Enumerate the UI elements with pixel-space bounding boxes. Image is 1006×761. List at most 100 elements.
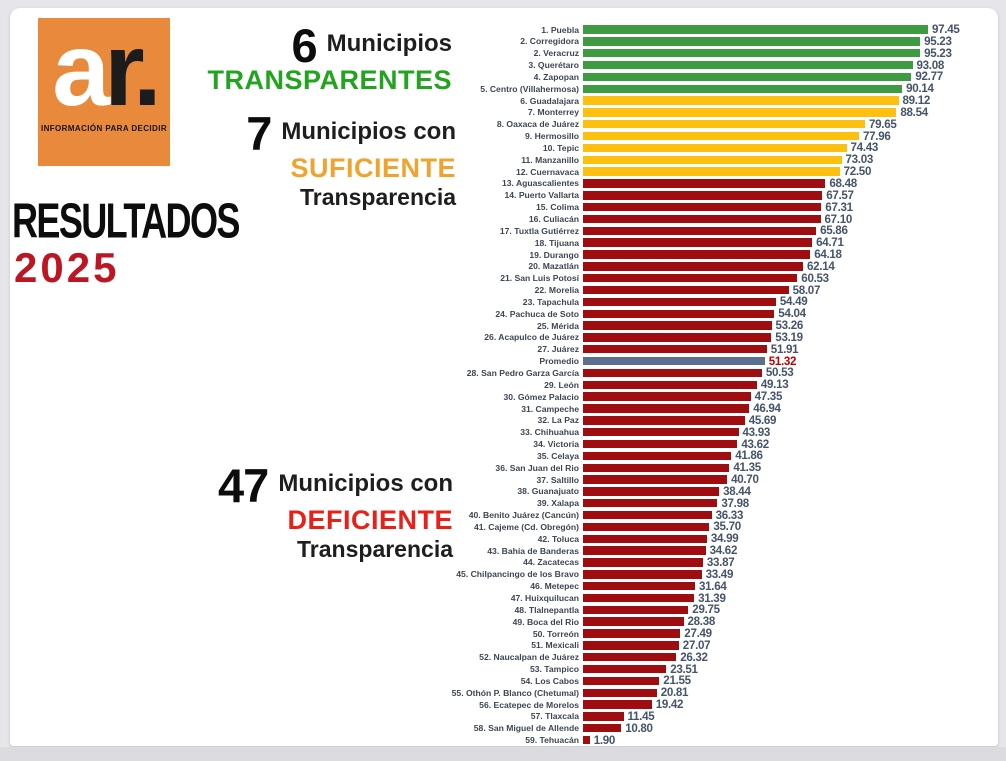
bar-value: 47.35 xyxy=(754,390,783,404)
bar xyxy=(583,416,745,425)
bar xyxy=(583,202,822,212)
deficient-label: Municipios con xyxy=(278,470,453,497)
bar-value: 72.50 xyxy=(843,165,872,179)
bar-value: 10.80 xyxy=(625,721,653,735)
ar-logo-tagline: INFORMACIÓN PARA DECIDIR xyxy=(40,123,168,133)
bar-value: 1.90 xyxy=(593,733,616,747)
bar-label: 10. Tepic xyxy=(542,142,579,153)
bar-label: 37. Saltillo xyxy=(536,474,579,485)
bar-value: 88.54 xyxy=(900,105,928,119)
bar-label: 47. Huixquilucan xyxy=(510,593,579,603)
bar-label: 56. Ecatepec de Morelos xyxy=(479,699,579,710)
bar-label: 43. Bahía de Banderas xyxy=(487,545,579,556)
bar xyxy=(583,605,689,615)
chart-row: 57. Tlaxcala 11.45 xyxy=(432,710,998,723)
bar-label: 7. Monterrey xyxy=(527,107,579,118)
bar-value: 43.93 xyxy=(742,425,771,439)
bar-value: 27.49 xyxy=(684,627,712,641)
bar xyxy=(583,285,789,295)
bar-label: 32. La Paz xyxy=(537,415,579,426)
chart-row: 14. Puerto Vallarta 67.57 xyxy=(432,189,998,202)
bar xyxy=(583,617,684,626)
deficient-count: 47 xyxy=(218,459,269,512)
bar-label: 49. Boca del Rio xyxy=(512,616,579,627)
bar xyxy=(583,724,622,733)
bar-value: 58.07 xyxy=(792,283,821,297)
chart-row: 53. Tampico 23.51 xyxy=(432,662,998,676)
bar-value: 33.87 xyxy=(706,555,735,569)
chart-row: 54. Los Cabos 21.55 xyxy=(432,674,998,688)
chart-row: 37. Saltillo 40.70 xyxy=(432,473,998,487)
bar xyxy=(583,700,652,709)
chart-row: 46. Metepec 31.64 xyxy=(432,580,998,593)
chart-row: 20. Mazatlán 62.14 xyxy=(432,260,998,273)
bar-value: 43.62 xyxy=(741,437,769,451)
chart-row: 49. Boca del Rio 28.38 xyxy=(432,615,998,628)
bar xyxy=(583,712,624,721)
bar xyxy=(583,238,813,247)
bar-label: 38. Guanajuato xyxy=(517,486,579,497)
infographic-panel xyxy=(10,8,998,746)
bar xyxy=(583,333,772,342)
bar-label: 57. Tlaxcala xyxy=(530,711,579,722)
bar-label: 42. Toluca xyxy=(537,533,579,544)
bar-label: 6. Guadalajara xyxy=(520,95,579,106)
bar-label: 25. Mérida xyxy=(536,320,579,331)
bar-value: 23.51 xyxy=(670,662,698,676)
sufficient-count: 7 xyxy=(246,107,272,160)
transparent-count: 6 xyxy=(291,19,318,72)
bar xyxy=(583,653,677,662)
bar-label: 26. Acapulco de Juárez xyxy=(484,332,579,343)
bar-label: 23. Tapachula xyxy=(522,296,579,307)
bar-value: 21.55 xyxy=(663,674,691,688)
bar xyxy=(583,250,811,259)
chart-row: 25. Mérida 53.26 xyxy=(432,319,998,332)
chart-row: 31. Campeche 46.94 xyxy=(432,402,998,415)
bar xyxy=(583,321,772,330)
bar-value: 90.14 xyxy=(906,82,934,96)
chart-row: 16. Culiacán 67.10 xyxy=(432,213,998,226)
bar-value: 31.39 xyxy=(698,591,726,605)
bar-value: 49.13 xyxy=(760,378,789,392)
bar xyxy=(583,451,732,461)
bar-value: 41.35 xyxy=(733,461,761,475)
chart-row: 22. Morelia 58.07 xyxy=(432,283,998,297)
bar xyxy=(583,262,803,271)
bar-value: 51.32 xyxy=(768,354,797,368)
chart-row: 1. Puebla 97.45 xyxy=(432,23,998,36)
bar-label: 44. Zacatecas xyxy=(523,557,579,568)
chart-row: 50. Torreón 27.49 xyxy=(432,627,998,641)
chart-row: 59. Tehuacán 1.90 xyxy=(432,733,998,747)
bar-value: 45.69 xyxy=(748,413,777,427)
bar-label: 31. Campeche xyxy=(521,403,579,414)
year-title: 2025 xyxy=(14,244,120,291)
chart-row: 45. Chilpancingo de los Bravo 33.49 xyxy=(432,568,998,581)
bar xyxy=(583,676,660,686)
bar-value: 37.98 xyxy=(721,496,749,510)
bar xyxy=(583,735,590,745)
bar xyxy=(583,487,720,496)
chart-row: 13. Aguascalientes 68.48 xyxy=(432,177,998,190)
chart-row: 23. Tapachula 54.49 xyxy=(432,295,998,308)
chart-row: 30. Gómez Palacio 47.35 xyxy=(432,390,998,404)
bar xyxy=(583,688,657,697)
deficient-suffix: Transparencia xyxy=(297,535,453,562)
bar xyxy=(583,427,739,437)
bar xyxy=(583,345,767,354)
bar xyxy=(583,641,679,650)
chart-row: 17. Tuxtla Gutiérrez 65.86 xyxy=(432,224,998,237)
bar xyxy=(583,475,728,484)
chart-row: 26. Acapulco de Juárez 53.19 xyxy=(432,331,998,344)
bar xyxy=(583,191,823,200)
bar xyxy=(583,439,738,449)
chart-row: 11. Manzanillo 73.03 xyxy=(432,153,998,166)
bar-value: 38.44 xyxy=(723,484,751,498)
annotation-transparent-group: 6 Municipios TRANSPARENTES xyxy=(200,19,452,96)
bar-value: 41.86 xyxy=(735,449,763,463)
chart-row: 44. Zacatecas 33.87 xyxy=(432,555,998,569)
bar-label: 45. Chilpancingo de los Bravo xyxy=(456,569,579,580)
chart-row: 19. Durango 64.18 xyxy=(432,248,998,261)
chart-row: 21. San Luis Potosí 60.53 xyxy=(432,272,998,285)
bar-value: 40.70 xyxy=(731,473,759,487)
bar-label: 19. Durango xyxy=(529,249,579,260)
